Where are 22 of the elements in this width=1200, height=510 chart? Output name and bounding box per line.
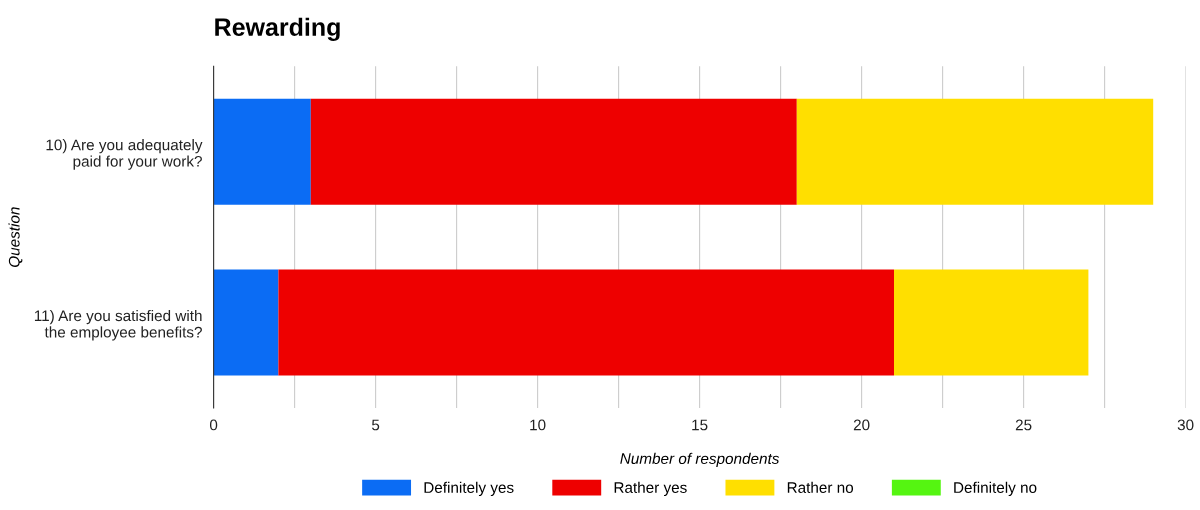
bar [894, 269, 1089, 376]
bar [213, 269, 279, 376]
legend-label: Rather yes [614, 481, 687, 496]
x-tick-label: 30 [1177, 419, 1194, 431]
x-tick-label: 15 [692, 419, 708, 431]
legend-label: Definitely no [954, 481, 1037, 496]
x-tick-label: 10 [530, 419, 546, 431]
x-tick-label: 5 [371, 419, 380, 431]
x-axis-title: Number of respondents [620, 452, 780, 468]
y-tick-label: 11) Are you satisfied with the employee benefits? [34, 309, 202, 341]
y-axis-title: Question [8, 207, 23, 267]
y-tick-label: 10) Are you adequately paid for your work? [46, 139, 203, 170]
x-tick-label: 25 [1015, 419, 1032, 431]
x-tick-label: 20 [853, 419, 870, 431]
x-tick-label: 0 [209, 419, 218, 431]
chart-title: Rewarding [215, 17, 340, 42]
legend-label: Rather no [787, 481, 854, 493]
legend-label: Definitely yes [424, 481, 514, 496]
bar [213, 98, 311, 205]
bar [278, 269, 894, 376]
bar [310, 98, 797, 205]
bar [796, 98, 1154, 205]
